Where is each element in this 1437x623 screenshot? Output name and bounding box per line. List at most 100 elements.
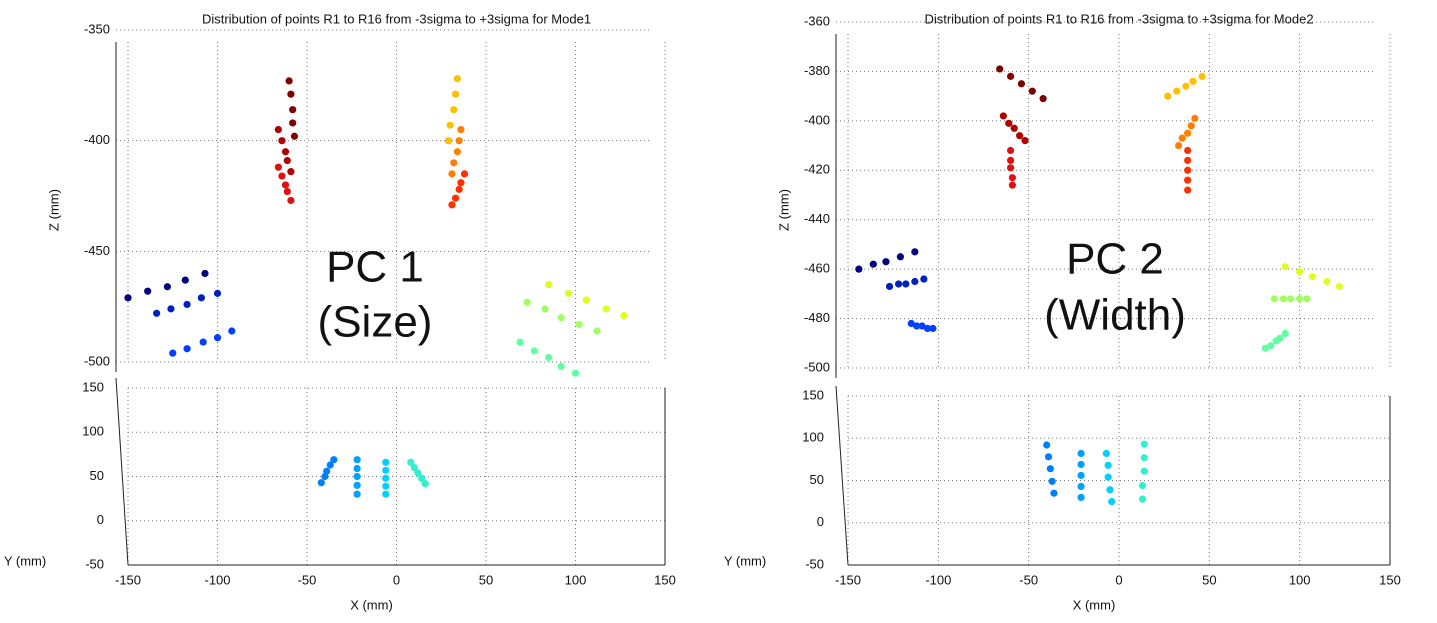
data-point bbox=[451, 194, 460, 202]
z-axis-label: Z (mm) bbox=[46, 189, 61, 231]
data-point bbox=[1267, 342, 1275, 350]
data-point bbox=[907, 319, 915, 328]
data-point bbox=[444, 137, 453, 145]
data-point bbox=[281, 148, 290, 156]
data-point bbox=[330, 456, 338, 464]
data-point bbox=[1184, 166, 1192, 174]
data-point bbox=[197, 294, 205, 302]
data-point bbox=[1010, 124, 1018, 132]
data-point bbox=[228, 327, 236, 335]
data-point bbox=[929, 324, 937, 333]
data-point bbox=[455, 185, 463, 193]
data-point bbox=[557, 314, 565, 322]
data-point bbox=[448, 170, 456, 178]
data-point bbox=[382, 482, 390, 490]
y-tick-label: 150 bbox=[82, 379, 104, 394]
data-point bbox=[278, 137, 286, 145]
data-point bbox=[1028, 87, 1036, 95]
data-point bbox=[1281, 329, 1289, 337]
data-point bbox=[923, 324, 932, 333]
data-point bbox=[201, 269, 209, 278]
y-tick-label: 50 bbox=[90, 468, 104, 483]
data-point bbox=[1184, 146, 1192, 155]
data-point bbox=[1296, 295, 1304, 303]
data-point bbox=[321, 472, 329, 481]
chart-title: Distribution of points R1 to R16 from -3… bbox=[202, 11, 591, 26]
data-point bbox=[1191, 114, 1199, 122]
y-axis-label: Y (mm) bbox=[724, 553, 766, 568]
data-point bbox=[167, 305, 175, 313]
axis-line bbox=[835, 385, 849, 566]
data-point bbox=[545, 353, 553, 362]
data-point bbox=[593, 327, 601, 335]
data-point bbox=[1048, 477, 1056, 485]
data-point bbox=[326, 461, 334, 469]
data-point bbox=[1296, 268, 1304, 276]
y-tick-label: 0 bbox=[97, 512, 104, 527]
x-tick-label: 150 bbox=[654, 572, 676, 587]
data-point bbox=[457, 126, 465, 134]
data-point bbox=[1043, 441, 1051, 449]
data-point bbox=[278, 172, 286, 180]
data-point bbox=[1184, 186, 1192, 194]
data-point bbox=[1261, 344, 1269, 352]
data-point bbox=[896, 253, 904, 261]
data-point bbox=[124, 294, 132, 302]
z-tick-label: -420 bbox=[804, 162, 830, 177]
data-point bbox=[183, 345, 191, 353]
data-point bbox=[1178, 134, 1186, 142]
data-point bbox=[1187, 122, 1195, 130]
x-tick-label: 50 bbox=[479, 572, 493, 587]
data-point bbox=[290, 132, 299, 140]
data-point bbox=[602, 305, 610, 313]
data-point bbox=[287, 90, 295, 98]
data-point bbox=[1077, 482, 1085, 491]
data-point bbox=[199, 338, 207, 346]
data-point bbox=[448, 201, 456, 209]
x-tick-label: -50 bbox=[1019, 572, 1038, 587]
z-tick-label: -380 bbox=[804, 63, 830, 78]
y-tick-label: 0 bbox=[817, 514, 824, 529]
x-tick-label: -50 bbox=[298, 572, 317, 587]
z-tick-label: -480 bbox=[804, 310, 830, 325]
data-point bbox=[1138, 495, 1147, 503]
z-tick-label: -460 bbox=[804, 261, 830, 276]
x-tick-label: 0 bbox=[1115, 572, 1122, 587]
data-point bbox=[1279, 295, 1288, 303]
data-point bbox=[1102, 449, 1110, 458]
data-point bbox=[1140, 454, 1148, 462]
annotation: PC 2 bbox=[1066, 235, 1164, 284]
x-tick-label: 50 bbox=[1202, 572, 1216, 587]
data-point bbox=[382, 466, 390, 474]
data-point bbox=[153, 309, 161, 317]
data-point bbox=[902, 280, 910, 288]
data-point bbox=[1189, 77, 1197, 85]
data-point bbox=[283, 156, 291, 165]
data-point bbox=[353, 456, 361, 464]
data-point bbox=[1005, 119, 1013, 127]
data-point bbox=[382, 474, 390, 482]
data-point bbox=[1077, 460, 1085, 469]
data-point bbox=[144, 287, 152, 295]
data-point bbox=[1039, 95, 1047, 103]
data-point bbox=[557, 362, 565, 371]
data-point bbox=[1007, 164, 1015, 172]
data-point bbox=[1198, 72, 1206, 80]
z-tick-label: -440 bbox=[804, 211, 830, 226]
data-point bbox=[1104, 473, 1112, 481]
data-point bbox=[287, 168, 295, 176]
data-point bbox=[1044, 453, 1053, 461]
data-point bbox=[1050, 489, 1058, 497]
data-point bbox=[285, 77, 293, 85]
x-axis-label: X (mm) bbox=[350, 597, 393, 612]
data-point bbox=[407, 458, 415, 466]
x-axis-label: X (mm) bbox=[1073, 597, 1116, 612]
data-point bbox=[1138, 481, 1147, 490]
data-point bbox=[1184, 156, 1192, 164]
data-point bbox=[541, 305, 549, 313]
data-point bbox=[1182, 82, 1190, 90]
data-point bbox=[460, 170, 469, 178]
data-point bbox=[451, 90, 460, 98]
z-axis-label: Z (mm) bbox=[776, 189, 791, 231]
data-point bbox=[274, 163, 282, 171]
